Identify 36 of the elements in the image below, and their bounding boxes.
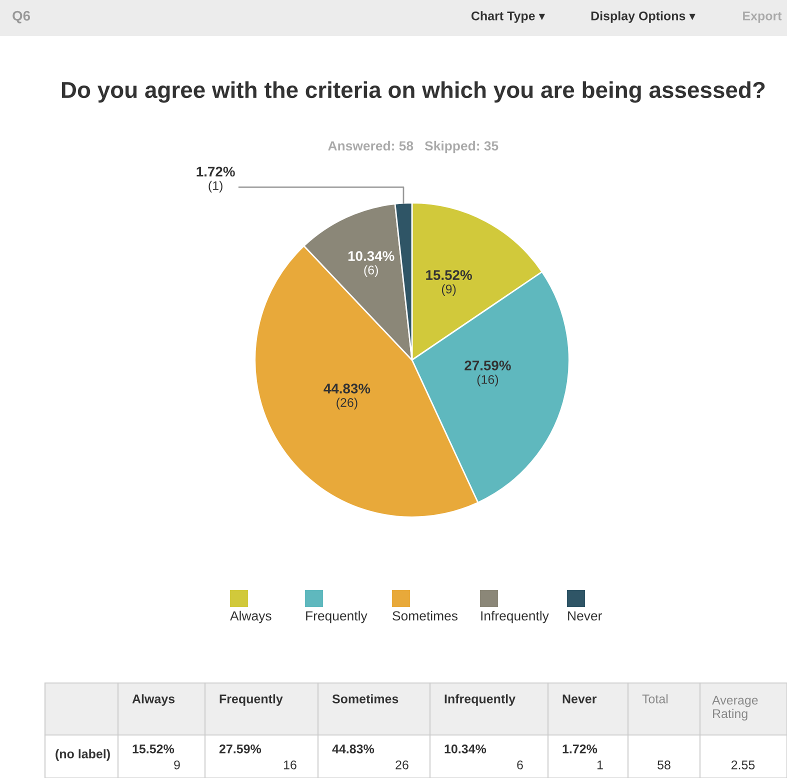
data-label: 44.83% (26) [324, 384, 370, 410]
text: 15.52% [132, 744, 174, 754]
text: Display Options ▾ [591, 11, 696, 23]
data-label: 15.52% (9) [426, 270, 472, 296]
text: 2.55 [731, 760, 755, 770]
text: (no label) [56, 749, 110, 761]
text: 9 [174, 760, 180, 770]
text: 1 [597, 760, 603, 770]
category-label: Sometimes [332, 694, 398, 704]
text: 27.59% [219, 744, 262, 754]
data-label: 10.34% (6) [348, 251, 394, 277]
category-label: Frequently [220, 694, 283, 706]
text: 1.72% [562, 744, 598, 754]
text: 58 [658, 760, 670, 770]
text: Average Rating [712, 696, 758, 721]
chart-subtitle: Answered: 58 Skipped: 35 [328, 140, 498, 154]
data-label: 1.72% (1) [196, 166, 235, 193]
text: 10.34% [444, 744, 486, 754]
text: 6 [517, 760, 523, 770]
text: 26 [396, 760, 408, 770]
text: Chart Type ▾ [471, 11, 546, 23]
chart-title: Do you agree with the criteria on which you are being assessed? [62, 81, 765, 103]
category-label: Never [562, 694, 597, 704]
text: 16 [284, 760, 296, 770]
category-label: Always [132, 694, 175, 706]
legend-label: Frequently [306, 610, 368, 624]
legend-label: Sometimes [392, 610, 458, 621]
text: Total [642, 694, 668, 704]
category-label: Infrequently [444, 694, 516, 706]
text: Q6 [12, 10, 30, 24]
legend-label: Never [568, 611, 602, 621]
text: Export [743, 12, 782, 23]
legend-label: Always [230, 610, 272, 624]
data-label: 27.59% (16) [464, 360, 511, 386]
text: 44.83% [332, 744, 374, 754]
legend-label: Infrequently [481, 610, 549, 624]
